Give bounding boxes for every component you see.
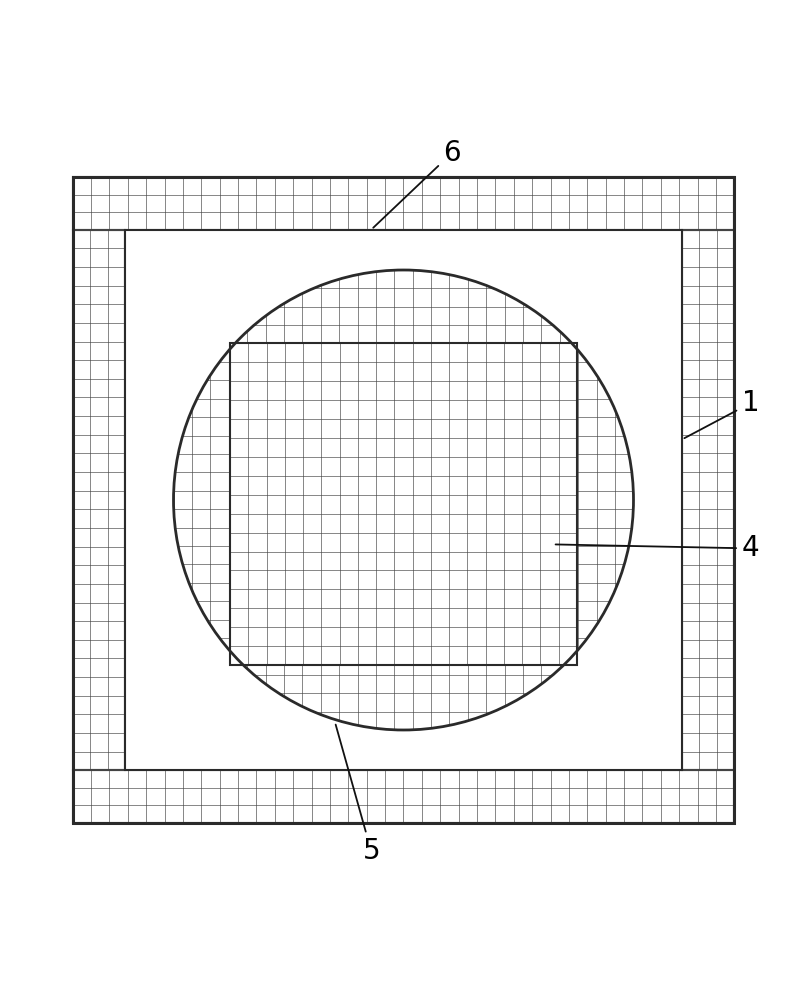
Bar (73, 177, 734, 823)
Bar (73, 177, 734, 230)
Text: 4: 4 (555, 534, 759, 562)
Bar (73, 230, 125, 770)
Bar (73, 177, 734, 823)
Bar (73, 770, 734, 823)
Bar (125, 230, 682, 770)
Bar (73, 177, 734, 230)
Circle shape (174, 270, 633, 730)
Text: 6: 6 (373, 139, 461, 228)
Text: 5: 5 (336, 725, 380, 865)
Bar (682, 230, 734, 770)
Bar (125, 230, 682, 770)
Bar (73, 770, 734, 823)
Bar (682, 230, 734, 770)
Bar (230, 343, 577, 665)
Bar (230, 343, 577, 665)
Bar (73, 230, 125, 770)
Text: 1: 1 (684, 389, 759, 438)
